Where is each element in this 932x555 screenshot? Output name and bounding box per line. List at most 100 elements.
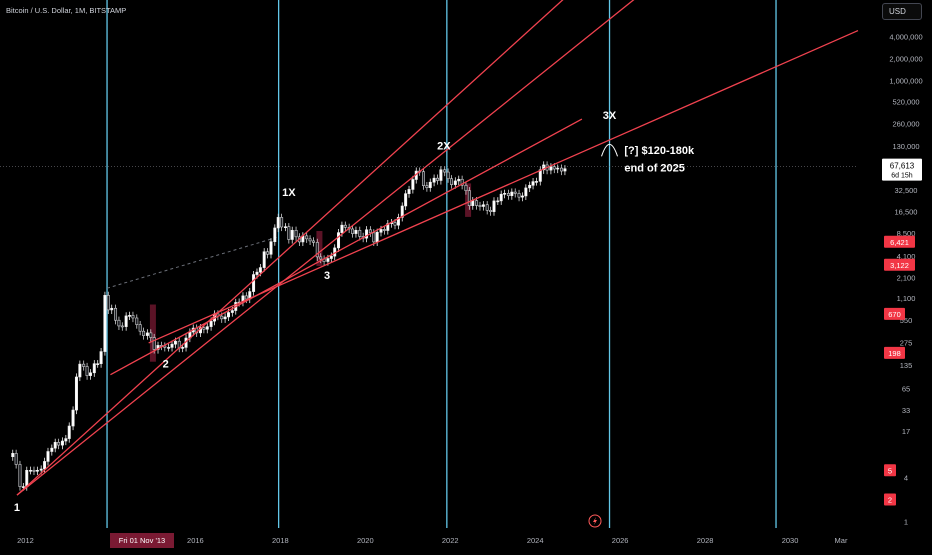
candle-body bbox=[85, 366, 89, 376]
candle-body bbox=[110, 307, 114, 311]
x-tick-label: 2030 bbox=[782, 536, 799, 545]
candle-body bbox=[351, 228, 355, 234]
annotation-label: 1 bbox=[14, 502, 20, 514]
candle-body bbox=[103, 295, 107, 352]
candle-countdown: 6d 15h bbox=[891, 173, 913, 180]
candle-body bbox=[365, 229, 369, 239]
annotation-label: 2 bbox=[163, 359, 169, 371]
crosshair-date-label: Fri 01 Nov '13 bbox=[119, 536, 165, 545]
candle-body bbox=[46, 451, 50, 462]
currency-button[interactable]: USD bbox=[882, 3, 922, 20]
y-tick-label: 16,500 bbox=[895, 208, 918, 217]
candle-body bbox=[492, 200, 496, 212]
annotation-label: 1X bbox=[282, 187, 296, 199]
candle-body bbox=[337, 232, 341, 249]
annotation-text: end of 2025 bbox=[624, 163, 685, 175]
candle-body bbox=[220, 315, 224, 320]
candle-body bbox=[262, 251, 266, 268]
candle-body bbox=[499, 193, 503, 202]
candle-body bbox=[53, 442, 57, 449]
candle-body bbox=[205, 326, 209, 330]
candle-body bbox=[64, 438, 68, 442]
candle-body bbox=[117, 319, 121, 327]
candle-body bbox=[450, 178, 454, 185]
candle-body bbox=[513, 191, 517, 194]
candle-body bbox=[326, 258, 330, 262]
y-tick-label: 4 bbox=[904, 473, 908, 482]
candle-body bbox=[528, 184, 532, 189]
candle-body bbox=[404, 193, 408, 207]
y-tick-label: 4,100 bbox=[897, 252, 916, 261]
price-tag-label: 3,122 bbox=[890, 261, 909, 270]
candle-body bbox=[135, 317, 139, 325]
candle-body bbox=[343, 224, 347, 228]
y-tick-label: 130,000 bbox=[892, 142, 919, 151]
target-arc bbox=[601, 143, 618, 157]
candle-body bbox=[149, 332, 153, 338]
candle-body bbox=[50, 447, 54, 452]
candle-body bbox=[74, 376, 78, 411]
candle-body bbox=[181, 347, 185, 349]
candle-body bbox=[481, 204, 485, 207]
candle-body bbox=[436, 177, 439, 181]
candle-body bbox=[227, 312, 231, 318]
annotation-label: 2X bbox=[437, 141, 451, 153]
x-tick-label: 2018 bbox=[272, 536, 289, 545]
y-tick-label: 135 bbox=[900, 361, 913, 370]
price-tag-label: 6,421 bbox=[890, 238, 909, 247]
candle-body bbox=[138, 324, 142, 332]
x-tick-label: Mar bbox=[835, 536, 848, 545]
current-price-value: 67,613 bbox=[890, 162, 915, 171]
candle-body bbox=[453, 180, 457, 185]
candle-body bbox=[396, 217, 400, 226]
x-tick-label: 2026 bbox=[612, 536, 629, 545]
y-tick-label: 8,500 bbox=[897, 229, 916, 238]
candle-body bbox=[25, 469, 29, 487]
candle-body bbox=[407, 189, 411, 194]
candle-body bbox=[170, 343, 174, 348]
candle-body bbox=[421, 171, 425, 186]
candle-body bbox=[372, 232, 376, 243]
candle-body bbox=[478, 205, 482, 207]
candle-body bbox=[273, 227, 277, 242]
candle-body bbox=[35, 469, 39, 472]
candle-body bbox=[163, 345, 167, 348]
candle-body bbox=[71, 409, 75, 427]
candle-body bbox=[21, 486, 25, 488]
candle-body bbox=[244, 295, 248, 300]
candle-body bbox=[556, 167, 560, 170]
x-tick-label: 2022 bbox=[442, 536, 459, 545]
candle-body bbox=[266, 251, 270, 255]
trend-line bbox=[148, 29, 859, 344]
candle-body bbox=[379, 229, 383, 233]
candle-body bbox=[542, 164, 546, 171]
candle-body bbox=[152, 337, 156, 350]
x-tick-label: 2012 bbox=[17, 536, 34, 545]
candle-body bbox=[167, 347, 171, 349]
current-price-tag bbox=[882, 158, 922, 181]
candle-body bbox=[280, 217, 284, 228]
x-tick-label: 2024 bbox=[527, 536, 544, 545]
candle-body bbox=[549, 166, 553, 171]
candle-body bbox=[411, 179, 415, 190]
candle-body bbox=[520, 195, 524, 198]
candle-body bbox=[563, 168, 567, 172]
y-tick-label: 4,000,000 bbox=[889, 32, 922, 41]
candle-body bbox=[145, 332, 149, 336]
candle-body bbox=[88, 372, 92, 376]
candle-body bbox=[294, 230, 298, 238]
candle-body bbox=[308, 238, 312, 242]
y-tick-label: 1,100 bbox=[897, 294, 916, 303]
price-tag bbox=[884, 235, 915, 248]
candle-body bbox=[92, 363, 96, 374]
candle-body bbox=[354, 230, 358, 234]
candle-body bbox=[311, 240, 315, 243]
y-tick-label: 32,500 bbox=[895, 186, 918, 195]
candle-body bbox=[142, 330, 146, 336]
candle-body bbox=[39, 468, 43, 471]
candle-body bbox=[78, 363, 82, 378]
candle-body bbox=[506, 193, 510, 196]
candle-body bbox=[173, 340, 177, 345]
y-tick-label: 33 bbox=[902, 406, 910, 415]
